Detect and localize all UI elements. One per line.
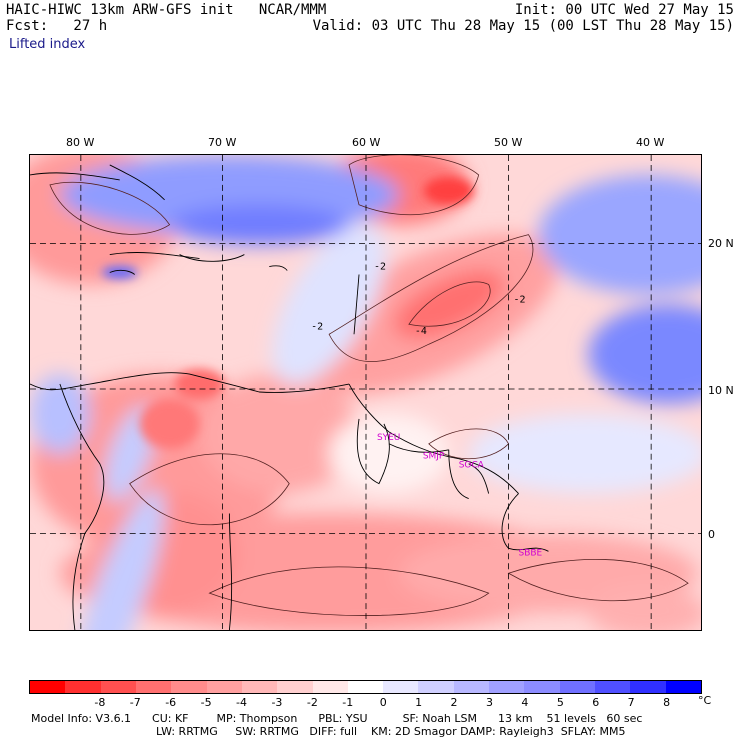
header-right: Init: 00 UTC Wed 27 May 15 Valid: 03 UTC … [313,2,734,34]
colorbar-swatch [453,681,490,693]
station-label-soca: SOCA [459,461,485,471]
colorbar-tick-label: 3 [485,696,493,709]
colorbar-tick-label: -5 [200,696,212,709]
colorbar-swatch [489,681,525,693]
colorbar-tick-label: -1 [342,696,354,709]
model-info-line1: Model Info: V3.6.1 CU: KF MP: Thompson P… [31,712,643,725]
header-left: HAIC-HIWC 13km ARW-GFS init NCAR/MMM Fcst… [6,2,326,34]
init-time: Init: 00 UTC Wed 27 May 15 [514,2,734,18]
colorbar-unit: °C [698,694,712,707]
colorbar-swatch [277,681,313,693]
colorbar-tick-label: -8 [94,696,106,709]
small-features [101,176,474,449]
lat-label-20n: 20 N [708,237,734,250]
lon-label-40w: 40 W [636,136,665,149]
colorbar-tick-label: -4 [236,696,247,709]
colorbar-tick-label: 7 [627,696,635,709]
colorbar-swatch [383,681,419,693]
valid-time: Valid: 03 UTC Thu 28 May 15 (00 LST Thu … [312,18,734,34]
colorbar-tick-label: 8 [663,696,671,709]
colorbar-tick-label: 0 [379,696,387,709]
colorbar-swatch [171,681,207,693]
contour-label: -2 [311,321,323,332]
colorbar-tick-label: 6 [592,696,600,709]
contour-label: -2 [374,262,386,273]
lat-label-0: 0 [708,528,715,541]
lon-label-50w: 50 W [494,136,523,149]
model-title: HAIC-HIWC 13km ARW-GFS init NCAR/MMM [6,2,327,18]
station-label-syeu: SYEU [377,433,400,443]
field-name: Lifted index [9,37,86,52]
forecast-hour: Fcst: 27 h [6,18,108,34]
lon-label-60w: 60 W [352,136,381,149]
colorbar-swatch [30,681,66,693]
colorbar-swatch [135,681,172,693]
colorbar-tick-label: -6 [165,696,177,709]
colorbar-ticks: -8 -7 -6 -5 -4 -3 -2 -1 0 1 2 3 4 5 6 7 8 [29,696,702,710]
colorbar-swatch [312,681,348,693]
station-label-sbbe: SBBE [519,548,543,558]
coastlines [30,164,549,630]
lifted-index-map: -2 -4 -2 -2 SYEU SMJP SOCA SBBE [29,154,702,631]
colorbar-swatch [65,681,101,693]
colorbar-tick-label: 1 [415,696,423,709]
colorbar-swatch [206,681,242,693]
colorbar-tick-label: 2 [450,696,458,709]
colorbar [29,680,702,694]
colorbar-swatch [524,681,560,693]
colorbar-tick-label: -3 [271,696,283,709]
shading-field [30,155,701,630]
colorbar-tick-label: 4 [521,696,529,709]
station-label-smjp: SMJP [423,452,445,462]
colorbar-swatch [418,681,454,693]
colorbar-swatch [630,681,666,693]
colorbar-tick-label: -2 [306,696,318,709]
model-info-line2: LW: RRTMG SW: RRTMG DIFF: full KM: 2D Sm… [156,725,626,738]
colorbar-tick-label: 5 [556,696,564,709]
lon-label-70w: 70 W [208,136,237,149]
graticule [30,155,701,630]
contour-label: -2 [514,294,526,305]
colorbar-swatch [347,681,384,693]
contour-label: -4 [415,326,427,337]
colorbar-swatch [100,681,136,693]
colorbar-tick-label: -7 [129,696,141,709]
colorbar-swatch [595,681,631,693]
colorbar-swatch [665,681,701,693]
colorbar-swatch [241,681,278,693]
colorbar-swatch [559,681,595,693]
lat-label-10n: 10 N [708,384,734,397]
lon-label-80w: 80 W [66,136,95,149]
